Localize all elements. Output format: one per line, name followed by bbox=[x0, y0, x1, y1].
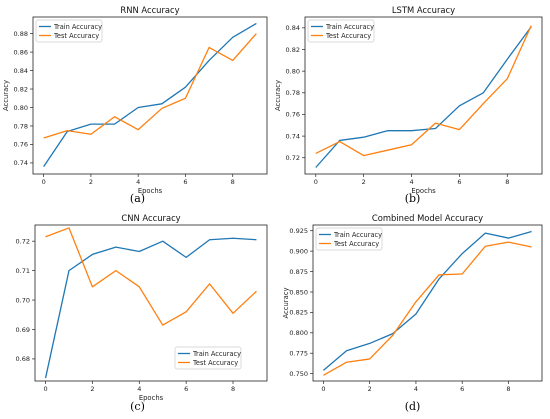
legend-box bbox=[35, 19, 103, 43]
y-axis-label: Accuracy bbox=[2, 80, 10, 111]
y-tick-label: 0.82 bbox=[286, 46, 300, 54]
chart-rnn-accuracy: RNN Accuracy 0 2 4 6 8 0.74 0.76 0.78 0.80 0.82 0.8… bbox=[2, 5, 268, 205]
y-tick-label: 0.900 bbox=[289, 247, 308, 255]
y-axis-label: Accuracy bbox=[282, 287, 290, 318]
y-tick-label: 0.88 bbox=[14, 30, 28, 38]
series-line-train-accuracy bbox=[43, 22, 257, 167]
chart-title: RNN Accuracy bbox=[120, 5, 179, 15]
y-tick-label: 0.84 bbox=[14, 67, 28, 75]
legend-label: Train Accuracy bbox=[53, 23, 102, 31]
x-axis-label: Epochs bbox=[138, 187, 163, 195]
x-tick-label: 2 bbox=[89, 178, 93, 186]
x-tick-label: 4 bbox=[414, 385, 418, 393]
y-tick-label: 0.750 bbox=[289, 370, 308, 378]
x-tick-label: 0 bbox=[321, 385, 325, 393]
x-tick-label: 0 bbox=[314, 178, 318, 186]
y-tick-label: 0.82 bbox=[14, 85, 28, 93]
y-tick-label: 0.78 bbox=[286, 89, 300, 97]
x-axis-label: Epochs bbox=[411, 187, 436, 195]
x-axis-label: Epochs bbox=[139, 394, 164, 402]
plot-frame bbox=[34, 224, 268, 382]
y-tick-label: 0.71 bbox=[16, 267, 30, 275]
series-line-test-accuracy bbox=[45, 227, 257, 326]
y-tick-label: 0.70 bbox=[16, 296, 30, 304]
x-tick-label: 8 bbox=[231, 178, 235, 186]
panel-label: (b) bbox=[405, 192, 421, 205]
y-tick-label: 0.925 bbox=[289, 227, 308, 235]
series-line-test-accuracy bbox=[43, 33, 257, 139]
panel-label: (a) bbox=[130, 192, 145, 205]
x-tick-label: 6 bbox=[183, 178, 187, 186]
plot-frame bbox=[32, 16, 268, 175]
y-tick-label: 0.84 bbox=[286, 24, 300, 32]
x-tick-label: 4 bbox=[409, 178, 413, 186]
panel-label: (d) bbox=[405, 400, 421, 413]
y-tick-label: 0.68 bbox=[16, 355, 30, 363]
x-tick-label: 4 bbox=[137, 385, 141, 393]
series-line-train-accuracy bbox=[322, 230, 532, 371]
y-tick-label: 0.72 bbox=[16, 237, 30, 245]
chart-combined-model-accuracy: Combined Model Accuracy 0 2 4 6 8 0.750 0.775 0.… bbox=[282, 213, 543, 413]
y-tick-label: 0.825 bbox=[289, 309, 308, 317]
x-tick-label: 4 bbox=[136, 178, 140, 186]
series-line-train-accuracy bbox=[315, 26, 532, 168]
legend-label: Test Accuracy bbox=[325, 32, 371, 40]
y-tick-label: 0.76 bbox=[14, 141, 28, 149]
y-tick-label: 0.69 bbox=[16, 326, 30, 334]
x-tick-label: 8 bbox=[506, 385, 510, 393]
y-tick-label: 0.775 bbox=[289, 350, 308, 358]
x-tick-label: 2 bbox=[362, 178, 366, 186]
x-tick-label: 0 bbox=[42, 178, 46, 186]
series-line-train-accuracy bbox=[44, 237, 257, 379]
legend-box bbox=[315, 227, 383, 251]
x-tick-label: 2 bbox=[368, 385, 372, 393]
series-line-test-accuracy bbox=[315, 25, 532, 157]
x-tick-label: 6 bbox=[457, 178, 461, 186]
legend-label: Train Accuracy bbox=[333, 231, 382, 239]
legend-label: Test Accuracy bbox=[333, 240, 379, 248]
chart-title: Combined Model Accuracy bbox=[372, 213, 483, 223]
x-tick-label: 6 bbox=[460, 385, 464, 393]
y-tick-label: 0.72 bbox=[286, 154, 300, 162]
y-tick-label: 0.76 bbox=[286, 111, 300, 119]
y-axis-label: Accuracy bbox=[274, 80, 282, 111]
x-tick-label: 0 bbox=[43, 385, 47, 393]
x-tick-label: 6 bbox=[184, 385, 188, 393]
y-tick-label: 0.78 bbox=[14, 122, 28, 130]
legend-label: Train Accuracy bbox=[325, 23, 374, 31]
x-tick-label: 8 bbox=[505, 178, 509, 186]
y-tick-label: 0.80 bbox=[286, 67, 300, 75]
y-tick-label: 0.74 bbox=[14, 159, 28, 167]
plot-frame bbox=[312, 224, 543, 382]
series-line-test-accuracy bbox=[323, 241, 532, 376]
y-tick-label: 0.74 bbox=[286, 132, 300, 140]
legend-label: Test Accuracy bbox=[192, 359, 238, 367]
legend-label: Test Accuracy bbox=[53, 32, 99, 40]
chart-title: CNN Accuracy bbox=[121, 213, 180, 223]
x-tick-label: 2 bbox=[90, 385, 94, 393]
legend-box bbox=[174, 346, 242, 370]
chart-title: LSTM Accuracy bbox=[392, 5, 455, 15]
chart-cnn-accuracy: CNN Accuracy 0 2 4 6 8 0.68 0.69 0.70 0.71 0.72 Epo… bbox=[16, 213, 268, 413]
chart-lstm-accuracy: LSTM Accuracy 0 2 4 6 8 0.72 0.74 0.76 0.78 0.80 0.… bbox=[274, 5, 543, 205]
legend-box bbox=[307, 19, 375, 43]
y-tick-label: 0.875 bbox=[289, 268, 308, 276]
y-tick-label: 0.86 bbox=[14, 48, 28, 56]
y-tick-label: 0.850 bbox=[289, 288, 308, 296]
y-tick-label: 0.80 bbox=[14, 104, 28, 112]
x-tick-label: 8 bbox=[231, 385, 235, 393]
plot-frame bbox=[304, 16, 543, 175]
y-tick-label: 0.800 bbox=[289, 329, 308, 337]
legend-label: Train Accuracy bbox=[192, 350, 241, 358]
panel-label: (c) bbox=[130, 400, 145, 413]
